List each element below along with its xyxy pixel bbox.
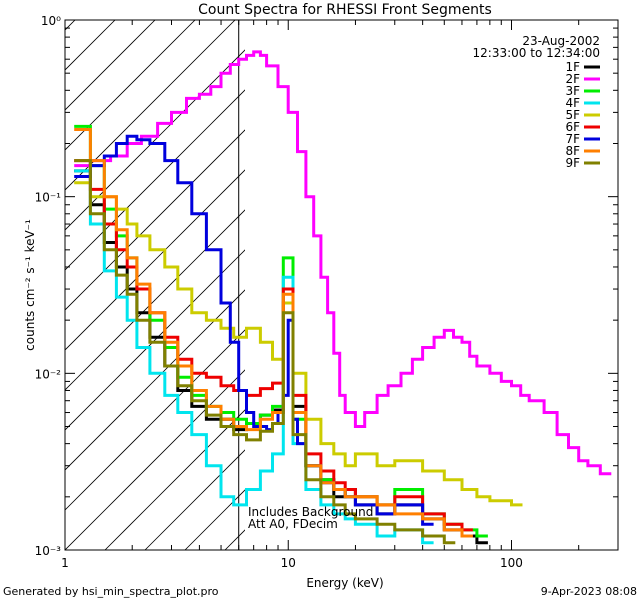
legend-label: 2F — [565, 72, 580, 86]
hatch-line — [65, 329, 245, 511]
chart-title: Count Spectra for RHESSI Front Segments — [198, 2, 492, 18]
time-range-label: 12:33:00 to 12:34:00 — [473, 46, 600, 60]
hatch-line — [65, 20, 116, 71]
x-tick-label: 10 — [281, 556, 296, 570]
hatch-line — [65, 369, 245, 550]
series-4F — [74, 169, 434, 545]
hatch-line — [345, 0, 640, 550]
series-layer — [74, 50, 612, 545]
legend-label: 8F — [565, 144, 580, 158]
y-axis: 10⁻³ 10⁻² 10⁻¹ 10⁰ — [35, 14, 618, 558]
series-2F — [74, 50, 612, 476]
hatch-line — [305, 0, 640, 550]
y-axis-label: counts cm⁻² s⁻¹ keV⁻¹ — [23, 219, 37, 351]
y-tick-label: 10⁻² — [35, 367, 62, 381]
plot-frame — [64, 19, 619, 551]
hatch-line — [65, 289, 245, 471]
footer-generated-by: Generated by hsi_min_spectra_plot.pro — [3, 585, 219, 598]
legend-label: 9F — [565, 156, 580, 170]
hatch-line — [65, 209, 245, 391]
x-axis-label: Energy (keV) — [306, 576, 383, 590]
legend-label: 5F — [565, 108, 580, 122]
legend-label: 1F — [565, 60, 580, 74]
legend-label: 4F — [565, 96, 580, 110]
hatch-line — [65, 89, 245, 271]
series-9F — [74, 159, 456, 545]
legend-label: 6F — [565, 120, 580, 134]
series-5F — [74, 181, 523, 507]
hatch-line — [65, 20, 156, 111]
series-8F — [74, 128, 473, 538]
hatch-line — [65, 169, 245, 351]
hatch-line — [65, 20, 196, 151]
footer-timestamp: 9-Apr-2023 08:08 — [541, 585, 637, 598]
y-tick-label: 10⁻³ — [35, 544, 62, 558]
y-tick-label: 10⁻¹ — [35, 191, 62, 205]
hatch-line — [65, 20, 236, 191]
x-tick-label: 100 — [500, 556, 523, 570]
date-label: 23-Aug-2002 — [522, 34, 600, 48]
y-tick-label: 10⁰ — [41, 14, 61, 28]
hatch-line — [0, 0, 105, 550]
hatch-line — [104, 409, 245, 550]
legend-label: 7F — [565, 132, 580, 146]
annotation-line-2: Att A0, FDecim — [248, 517, 338, 531]
x-axis: 1 10 100 — [61, 20, 619, 570]
annotation-line-1: Includes Background — [248, 505, 373, 519]
x-tick-label: 1 — [61, 556, 69, 570]
legend-label: 3F — [565, 84, 580, 98]
